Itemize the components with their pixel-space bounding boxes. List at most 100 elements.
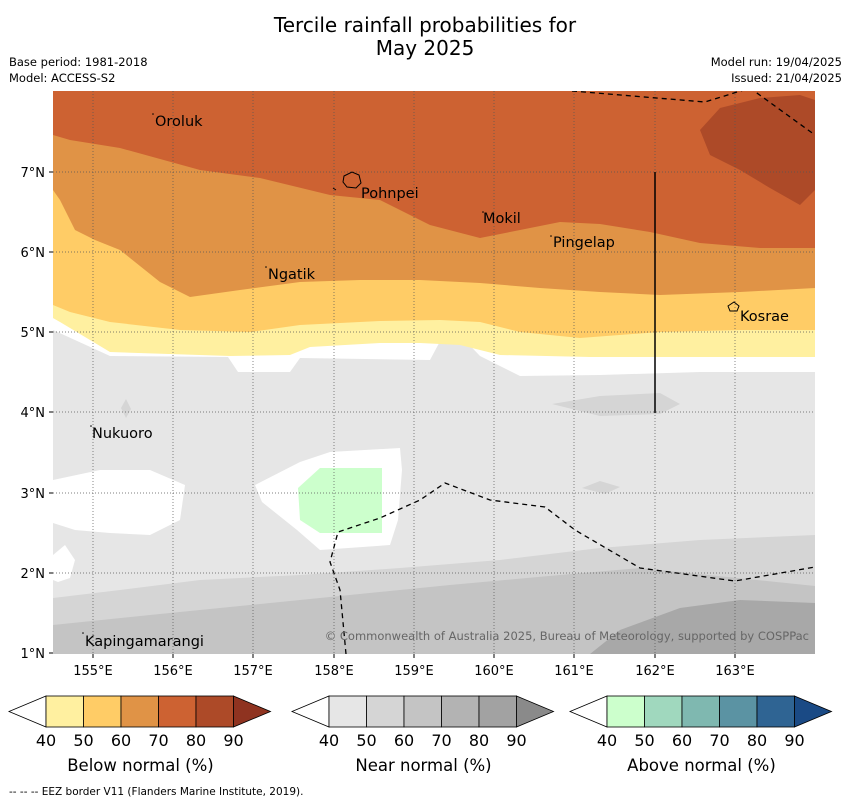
colorbar-label-below: Below normal (%) [67, 756, 214, 775]
lon-tick-161: 161°E [554, 664, 594, 679]
nukuoro-marker [90, 425, 92, 427]
oroluk-marker [152, 113, 154, 115]
colorbar-below-segment [120, 695, 159, 728]
white-patch-2N-west [53, 545, 75, 582]
place-label-ngatik: Ngatik [268, 267, 316, 283]
mokil-marker [482, 211, 484, 213]
colorbar-above-tick-label: 90 [784, 731, 804, 750]
colorbar-above-segment [681, 695, 720, 728]
colorbar-above-over-triangle [794, 695, 833, 728]
place-label-kosrae: Kosrae [740, 309, 789, 325]
footnote-eez: -- -- -- EEZ border V11 (Flanders Marine… [9, 786, 304, 798]
below-normal-70-region [53, 91, 815, 248]
colorbar-below-normal: 40 50 60 70 80 90 [7, 695, 272, 750]
colorbar-above-tick-label: 50 [634, 731, 654, 750]
colorbar-above-segment [719, 695, 758, 728]
lat-tick-2: 2°N [21, 567, 46, 582]
colorbar-near-tick-label: 40 [319, 731, 339, 750]
colorbar-above-segment [756, 695, 795, 728]
probability-map: Oroluk Pohnpei Mokil Pingelap Ngatik Kos… [53, 91, 815, 654]
place-label-mokil: Mokil [483, 211, 521, 227]
colorbar-below-tick-label: 40 [36, 731, 56, 750]
issued-text: Issued: 21/04/2025 [731, 71, 842, 85]
colorbar-below-tick-label: 80 [186, 731, 206, 750]
model-run-text: Model run: 19/04/2025 [710, 55, 842, 69]
colorbar-near-segment [366, 695, 405, 728]
colorbar-label-above: Above normal (%) [627, 756, 776, 775]
colorbar-below-segment [158, 695, 197, 728]
colorbar-near-tick-label: 70 [431, 731, 451, 750]
lat-tick-5: 5°N [21, 326, 46, 341]
lon-tick-155: 155°E [73, 664, 113, 679]
colorbar-above-segment [606, 695, 645, 728]
colorbar-near-segment [403, 695, 442, 728]
lon-tick-158: 158°E [314, 664, 354, 679]
near-normal-patch-east [552, 393, 680, 416]
model-text: Model: ACCESS-S2 [9, 71, 116, 85]
kosrae-island-outline [727, 301, 740, 312]
base-period-text: Base period: 1981-2018 [9, 55, 148, 69]
colorbar-below-over-triangle [233, 695, 272, 728]
colorbar-near-tick-label: 80 [469, 731, 489, 750]
kapingamarangi-marker [82, 632, 84, 634]
copyright-text: © Commonwealth of Australia 2025, Bureau… [325, 629, 809, 643]
colorbar-below-tick-label: 60 [111, 731, 131, 750]
chart-title: Tercile rainfall probabilities for May 2… [0, 14, 850, 60]
white-patch-3N-west [53, 470, 185, 535]
colorbar-near-segment [478, 695, 517, 728]
lon-tick-159: 159°E [394, 664, 434, 679]
colorbar-above-tick-label: 40 [597, 731, 617, 750]
colorbar-below-segment [195, 695, 234, 728]
title-line-2: May 2025 [375, 36, 475, 60]
colorbar-above-under-triangle [568, 695, 608, 728]
colorbar-near-segment [441, 695, 480, 728]
meta-left: Base period: 1981-2018 Model: ACCESS-S2 [9, 54, 148, 86]
colorbar-above-tick-label: 70 [709, 731, 729, 750]
lat-tick-6: 6°N [21, 246, 46, 261]
colorbar-below-tick-label: 50 [73, 731, 93, 750]
place-label-nukuoro: Nukuoro [92, 426, 153, 442]
near-normal-70-region [590, 600, 815, 654]
colorbar-label-near: Near normal (%) [355, 756, 492, 775]
ngatik-marker [265, 266, 267, 268]
colorbar-near-over-triangle [516, 695, 555, 728]
lat-tick-1: 1°N [21, 647, 46, 662]
meta-right: Model run: 19/04/2025 Issued: 21/04/2025 [711, 54, 842, 86]
colorbar-below-tick-label: 90 [223, 731, 243, 750]
near-normal-patch-south [582, 481, 620, 494]
lon-tick-163: 163°E [715, 664, 755, 679]
pingelap-marker [550, 235, 552, 237]
colorbar-above-normal: 40 50 60 70 80 90 [568, 695, 833, 750]
colorbar-near-under-triangle [290, 695, 330, 728]
colorbar-near-tick-label: 50 [356, 731, 376, 750]
colorbar-below-tick-label: 70 [148, 731, 168, 750]
colorbar-below-under-triangle [7, 695, 47, 728]
below-normal-80-region [700, 95, 815, 205]
ant-atoll-mark [332, 187, 337, 191]
title-line-1: Tercile rainfall probabilities for [273, 13, 577, 37]
lon-tick-156: 156°E [153, 664, 193, 679]
colorbar-near-normal: 40 50 60 70 80 90 [290, 695, 555, 750]
above-normal-40-region [298, 468, 382, 533]
colorbar-below-segment [45, 695, 84, 728]
lon-tick-160: 160°E [474, 664, 514, 679]
colorbar-near-tick-label: 90 [506, 731, 526, 750]
lat-tick-7: 7°N [21, 166, 46, 181]
lon-tick-157: 157°E [233, 664, 273, 679]
colorbar-near-segment [328, 695, 367, 728]
place-label-oroluk: Oroluk [155, 114, 203, 130]
colorbar-above-segment [644, 695, 683, 728]
place-label-pohnpei: Pohnpei [361, 186, 419, 202]
place-label-kapingamarangi: Kapingamarangi [85, 634, 204, 650]
colorbar-above-tick-label: 60 [672, 731, 692, 750]
axis-ticks [49, 171, 736, 658]
place-label-pingelap: Pingelap [553, 235, 615, 251]
colorbar-below-segment [83, 695, 122, 728]
eez-borders [329, 91, 815, 654]
colorbar-near-tick-label: 60 [394, 731, 414, 750]
lat-tick-4: 4°N [21, 406, 46, 421]
lat-tick-3: 3°N [21, 487, 46, 502]
gridlines [53, 91, 815, 654]
near-normal-patch-west [121, 399, 131, 418]
